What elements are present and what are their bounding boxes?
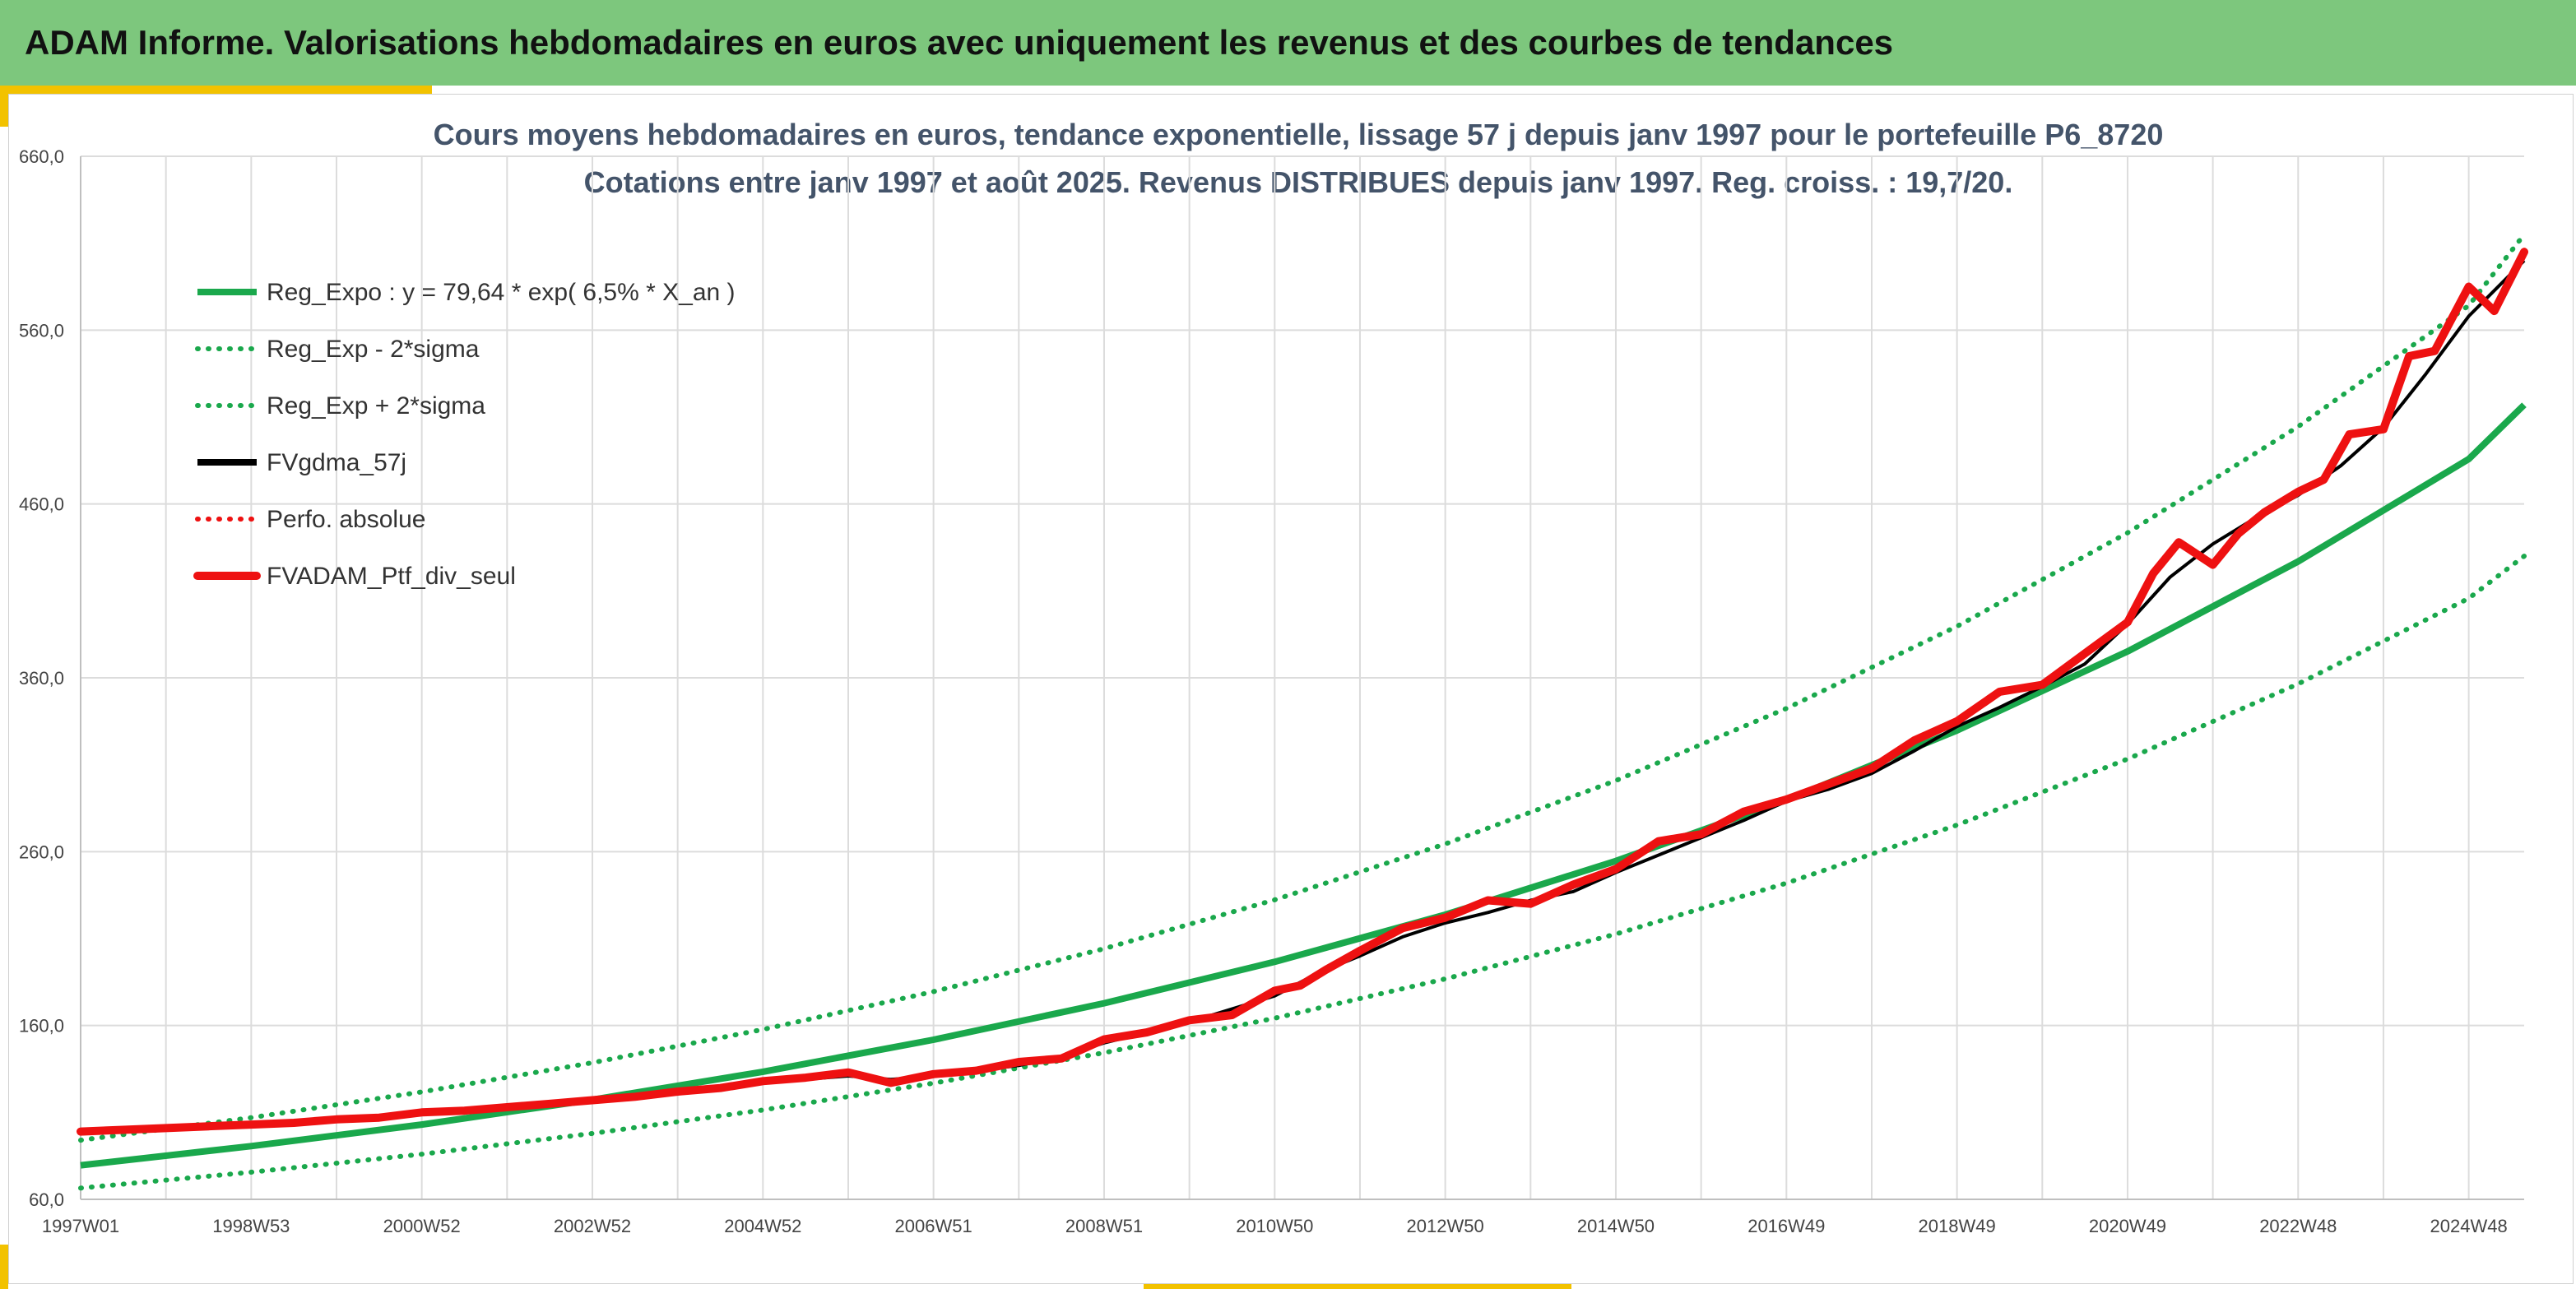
x-tick-label: 1997W01 bbox=[42, 1216, 119, 1236]
title-banner: ADAM Informe. Valorisations hebdomadaire… bbox=[0, 0, 2576, 86]
x-tick-label: 2010W50 bbox=[1236, 1216, 1313, 1236]
x-tick-label: 2002W52 bbox=[554, 1216, 631, 1236]
legend: Reg_Expo : y = 79,64 * exp( 6,5% * X_an … bbox=[193, 279, 736, 590]
axes: 60,0 160,0 260,0 360,0 460,0 560,0 660,0 1997W0… bbox=[19, 146, 2524, 1236]
x-tick-label: 2008W51 bbox=[1065, 1216, 1143, 1236]
x-tick-label: 2020W49 bbox=[2089, 1216, 2166, 1236]
accent-bar-left-bottom bbox=[0, 1245, 8, 1289]
series-line-2 bbox=[78, 232, 2527, 1143]
accent-bar-top bbox=[0, 86, 432, 94]
y-tick-label: 160,0 bbox=[19, 1016, 64, 1036]
x-tick-label: 2004W52 bbox=[724, 1216, 801, 1236]
series-line-3 bbox=[80, 259, 2526, 1134]
legend-label: Reg_Expo : y = 79,64 * exp( 6,5% * X_an … bbox=[267, 279, 736, 306]
series-line-1 bbox=[78, 554, 2527, 1191]
x-tick-label: 2018W49 bbox=[1919, 1216, 1996, 1236]
y-tick-label: 360,0 bbox=[19, 668, 64, 689]
x-tick-label: 2000W52 bbox=[383, 1216, 461, 1236]
y-tick-label: 260,0 bbox=[19, 842, 64, 862]
legend-label: Reg_Exp - 2*sigma bbox=[267, 336, 480, 363]
chart-subtitle: Cotations entre janv 1997 et août 2025. … bbox=[584, 165, 2013, 199]
x-tick-label: 2006W51 bbox=[895, 1216, 972, 1236]
banner-title: ADAM Informe. Valorisations hebdomadaire… bbox=[25, 23, 1894, 62]
accent-bar-bottom bbox=[1144, 1284, 1571, 1289]
y-tick-label: 660,0 bbox=[19, 146, 64, 167]
chart-frame bbox=[8, 94, 2574, 1284]
x-tick-label: 1998W53 bbox=[212, 1216, 290, 1236]
y-tick-label: 60,0 bbox=[29, 1189, 64, 1210]
legend-label: FVADAM_Ptf_div_seul bbox=[267, 563, 516, 590]
y-tick-label: 460,0 bbox=[19, 494, 64, 515]
x-tick-label: 2024W48 bbox=[2430, 1216, 2508, 1236]
y-tick-label: 560,0 bbox=[19, 320, 64, 341]
x-tick-label: 2012W50 bbox=[1407, 1216, 1484, 1236]
series-line-4 bbox=[77, 248, 2528, 1136]
x-tick-label: 2014W50 bbox=[1577, 1216, 1655, 1236]
x-tick-label: 2022W48 bbox=[2259, 1216, 2337, 1236]
series-group bbox=[77, 232, 2528, 1191]
grid bbox=[80, 155, 2524, 1200]
accent-bar-left-top bbox=[0, 86, 8, 127]
x-tick-label: 2016W49 bbox=[1748, 1216, 1825, 1236]
chart-title: Cours moyens hebdomadaires en euros, ten… bbox=[434, 118, 2164, 151]
legend-label: Reg_Exp + 2*sigma bbox=[267, 392, 485, 420]
legend-label: Perfo. absolue bbox=[267, 506, 425, 533]
legend-label: FVgdma_57j bbox=[267, 449, 406, 476]
series-line-0 bbox=[80, 402, 2527, 1169]
